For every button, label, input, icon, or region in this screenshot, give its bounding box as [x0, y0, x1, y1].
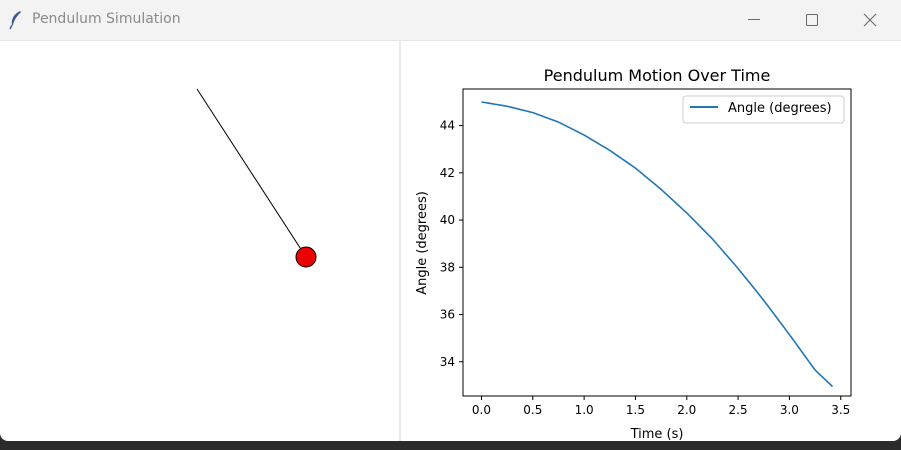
window-title: Pendulum Simulation — [32, 11, 181, 27]
y-tick-label: 40 — [440, 213, 455, 227]
maximize-button[interactable] — [783, 0, 841, 40]
close-icon — [863, 13, 877, 27]
legend-box — [682, 95, 845, 124]
pendulum-canvas — [196, 88, 317, 268]
minimize-button[interactable] — [725, 0, 783, 40]
y-tick-label: 36 — [440, 308, 455, 322]
x-tick-label: 0.0 — [472, 403, 491, 417]
pendulum-rod — [196, 88, 307, 258]
close-button[interactable] — [841, 0, 899, 40]
title-bar[interactable]: Pendulum Simulation — [0, 0, 901, 41]
angle-plot: Pendulum Motion Over Time 0.0 0.5 1.0 1.5 2.… — [415, 66, 852, 441]
x-tick-label: 1.0 — [575, 403, 594, 417]
x-tick-label: 2.5 — [729, 403, 748, 417]
feather-icon — [8, 10, 24, 30]
legend: Angle (degrees) — [682, 95, 845, 124]
x-axis-label: Time (s) — [630, 427, 684, 441]
series-line — [481, 101, 834, 388]
panel-divider — [399, 41, 401, 441]
maximize-icon — [806, 14, 818, 26]
x-tick-label: 3.0 — [780, 403, 799, 417]
y-tick-label: 38 — [440, 260, 455, 274]
y-axis-label: Angle (degrees) — [415, 191, 430, 295]
x-tick-label: 2.0 — [677, 403, 696, 417]
axes-frame — [462, 88, 852, 397]
x-tick-label: 3.5 — [831, 403, 850, 417]
taskbar-strip — [0, 441, 901, 450]
chart-title: Pendulum Motion Over Time — [544, 66, 771, 85]
y-tick-label: 44 — [440, 119, 455, 133]
y-tick-label: 34 — [440, 355, 455, 369]
pendulum-bob — [295, 246, 317, 268]
y-tick-label: 42 — [440, 166, 455, 180]
x-tick-label: 0.5 — [523, 403, 542, 417]
minimize-icon — [748, 19, 760, 20]
legend-label: Angle (degrees) — [728, 101, 832, 116]
x-tick-label: 1.5 — [626, 403, 645, 417]
